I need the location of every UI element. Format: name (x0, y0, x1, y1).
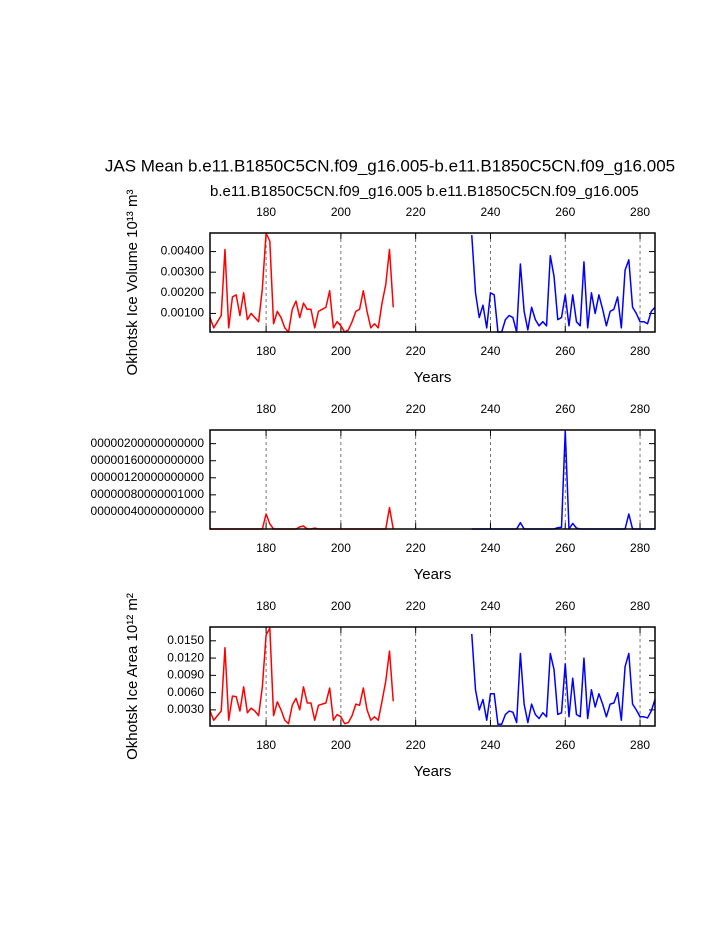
x-tick-label: 260 (555, 344, 575, 358)
legend-entry: b.e11.B1850C5CN.f09_g16.005 (210, 183, 422, 200)
x-axis-label: Years (414, 763, 452, 780)
x-top-tick-label: 200 (331, 402, 351, 416)
series-line (471, 633, 656, 726)
x-tick-label: 280 (630, 344, 650, 358)
chart-title: JAS Mean b.e11.B1850C5CN.f09_g16.005-b.e… (105, 156, 675, 175)
y-tick-label: 0.00100 (161, 306, 205, 320)
x-axis-label: Years (414, 566, 452, 583)
series-line (210, 506, 394, 530)
x-tick-label: 200 (331, 344, 351, 358)
y-tick-label: 0.0120 (167, 650, 204, 664)
x-top-tick-label: 180 (256, 599, 276, 613)
x-top-tick-label: 280 (630, 205, 650, 219)
y-tick-label: 0.00300 (161, 264, 205, 278)
y-tick-label: 00000160000000000 (91, 453, 205, 467)
x-tick-label: 180 (256, 738, 276, 752)
x-tick-label: 180 (256, 541, 276, 555)
y-axis-label: Okhotsk Ice Area 10¹² m² (124, 593, 141, 760)
x-top-tick-label: 180 (256, 402, 276, 416)
x-top-tick-label: 260 (555, 599, 575, 613)
y-tick-label: 0.0060 (167, 685, 204, 699)
x-tick-label: 220 (406, 541, 426, 555)
x-tick-label: 260 (555, 541, 575, 555)
legend-entry: b.e11.B1850C5CN.f09_g16.005 (426, 183, 638, 200)
x-top-tick-label: 240 (480, 205, 500, 219)
x-tick-label: 200 (331, 738, 351, 752)
series-line (209, 232, 394, 333)
x-axis-label: Years (414, 369, 452, 386)
x-tick-label: 260 (555, 738, 575, 752)
x-top-tick-label: 180 (256, 205, 276, 219)
x-top-tick-label: 220 (406, 205, 426, 219)
x-tick-label: 180 (256, 344, 276, 358)
series-line (471, 430, 655, 530)
y-tick-label: 00000040000000000 (91, 504, 205, 518)
x-top-tick-label: 220 (406, 599, 426, 613)
plot-frame (209, 626, 656, 727)
x-tick-label: 200 (331, 541, 351, 555)
y-tick-label: 0.0150 (167, 633, 204, 647)
series-line (209, 627, 394, 725)
y-tick-label: 0.00200 (161, 285, 205, 299)
x-tick-label: 240 (480, 541, 500, 555)
x-top-tick-label: 200 (331, 599, 351, 613)
x-top-tick-label: 260 (555, 402, 575, 416)
x-tick-label: 280 (630, 541, 650, 555)
x-tick-label: 220 (406, 344, 426, 358)
x-top-tick-label: 260 (555, 205, 575, 219)
x-tick-label: 240 (480, 738, 500, 752)
y-tick-label: 00000120000000000 (91, 470, 205, 484)
x-top-tick-label: 280 (630, 599, 650, 613)
x-top-tick-label: 200 (331, 205, 351, 219)
x-top-tick-label: 240 (480, 599, 500, 613)
x-tick-label: 240 (480, 344, 500, 358)
x-tick-label: 220 (406, 738, 426, 752)
x-top-tick-label: 240 (480, 402, 500, 416)
x-top-tick-label: 280 (630, 402, 650, 416)
y-tick-label: 0.0030 (167, 702, 204, 716)
x-tick-label: 280 (630, 738, 650, 752)
y-tick-label: 0.0090 (167, 668, 204, 682)
series-line (471, 235, 656, 333)
y-axis-label: Okhotsk Ice Volume 10¹³ m³ (124, 190, 141, 376)
y-tick-label: 0.00400 (161, 244, 205, 258)
y-tick-label: 00000200000000000 (91, 436, 205, 450)
plot-frame (209, 232, 656, 333)
y-tick-label: 00000080000001000 (91, 487, 205, 501)
x-top-tick-label: 220 (406, 402, 426, 416)
plot-frame (209, 429, 656, 530)
